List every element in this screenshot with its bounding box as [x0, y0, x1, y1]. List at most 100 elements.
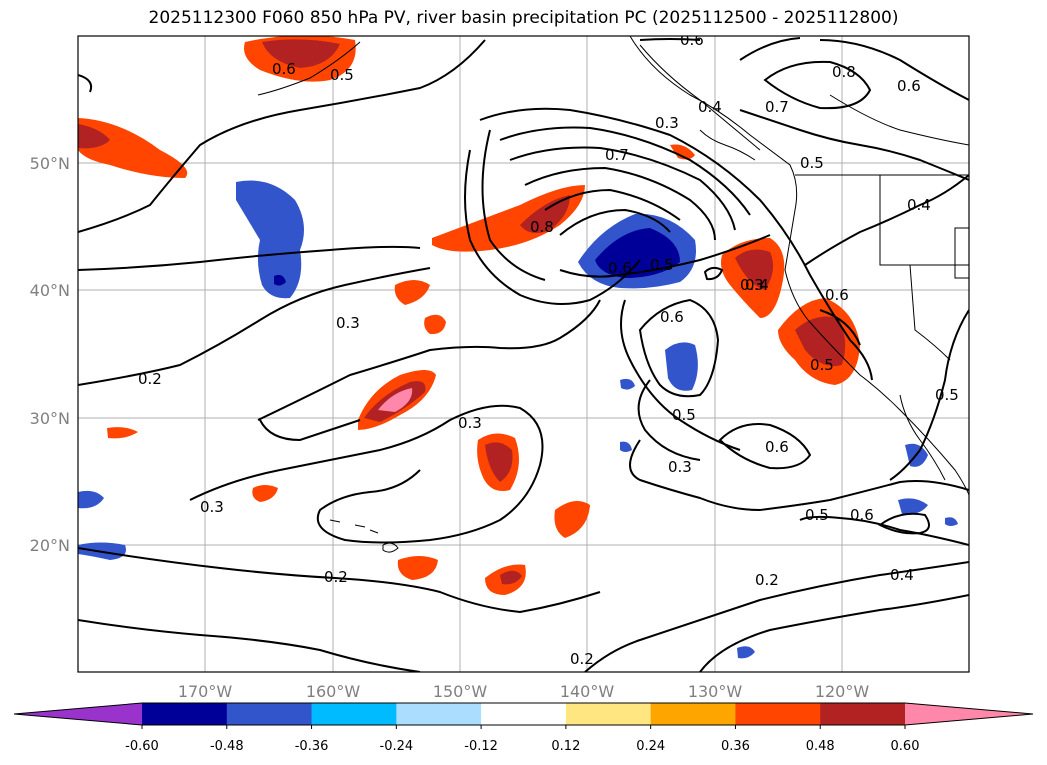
colorbar-tick-label: -0.12	[464, 739, 498, 754]
contour-label: 0.4	[698, 98, 722, 116]
lon-tick-label: 120°W	[815, 682, 870, 701]
contour-label: 0.8	[530, 218, 554, 236]
contour-label: 0.2	[570, 650, 594, 668]
negative-anomaly	[665, 342, 698, 391]
contour-label: 0.2	[138, 370, 162, 388]
positive-anomaly	[432, 185, 585, 252]
contour-label: 0.5	[650, 256, 674, 274]
contour-label: 0.6	[680, 31, 704, 49]
contour-label: 0.3	[668, 458, 692, 476]
lon-tick-label: 140°W	[560, 682, 615, 701]
positive-anomaly	[670, 144, 695, 160]
contour-label: 0.6	[608, 259, 632, 277]
negative-anomaly	[595, 228, 680, 278]
lon-tick-label: 130°W	[688, 682, 743, 701]
colorbar-segment	[735, 703, 821, 725]
contour-label: 0.3	[740, 276, 764, 294]
colorbar-tick-label: 0.24	[636, 739, 665, 754]
positive-anomaly	[378, 388, 413, 412]
lat-tick-label: 50°N	[30, 154, 70, 173]
colorbar-segment	[142, 703, 228, 725]
contour-labels: 0.6 0.5 0.8 0.7 0.6 0.3 0.4 0.5 0.7 0.8 …	[138, 31, 959, 668]
positive-anomaly	[107, 427, 138, 439]
contour-label: 0.6	[825, 286, 849, 304]
colorbar-segment	[565, 703, 652, 725]
lon-tick-label: 160°W	[306, 682, 361, 701]
colorbar-tick-label: -0.48	[210, 739, 244, 754]
positive-anomaly	[735, 249, 774, 290]
positive-anomaly	[485, 442, 513, 482]
colorbar-extend-max	[905, 703, 1033, 725]
lon-tick-labels: 170°W 160°W 150°W 140°W 130°W 120°W	[178, 682, 870, 701]
positive-anomaly	[78, 118, 188, 178]
colorbar-tick-label: 0.48	[806, 739, 835, 754]
contour-label: 0.2	[324, 568, 348, 586]
negative-anomaly	[620, 441, 632, 452]
contour-label: 0.5	[800, 154, 824, 172]
positive-anomaly	[78, 124, 110, 149]
contour-label: 0.6	[897, 77, 921, 95]
contour-label: 0.5	[935, 386, 959, 404]
positive-anomaly	[397, 556, 438, 580]
contour-label: 0.8	[832, 63, 856, 81]
lon-tick-label: 150°W	[433, 682, 488, 701]
contour-label: 0.4	[745, 276, 769, 294]
contour-label: 0.4	[907, 196, 931, 214]
contour-label: 0.5	[672, 406, 696, 424]
negative-anomaly	[274, 274, 286, 286]
positive-anomaly	[394, 280, 430, 305]
pv-contours	[78, 37, 969, 672]
colorbar-segment	[650, 703, 736, 725]
lat-tick-label: 20°N	[30, 536, 70, 555]
contour-label: 0.5	[805, 506, 829, 524]
colorbar-tick-label: 0.60	[891, 739, 920, 754]
colorbar-tick-label: -0.36	[295, 739, 329, 754]
positive-anomaly	[252, 485, 278, 502]
colorbar: -0.60 -0.48 -0.36 -0.24 -0.12 0.12 0.24 0.36 0.4…	[13, 702, 1034, 754]
negative-anomaly	[737, 646, 755, 659]
colorbar-tick-label: -0.60	[125, 739, 159, 754]
contour-label: 0.2	[755, 571, 779, 589]
contour-label: 0.6	[272, 60, 296, 78]
contour-label: 0.5	[330, 66, 354, 84]
positive-anomaly	[795, 316, 846, 366]
contour-label: 0.7	[605, 146, 629, 164]
coastlines	[257, 36, 969, 553]
contour-label: 0.3	[336, 314, 360, 332]
negative-anomaly	[898, 498, 928, 515]
positive-anomaly	[424, 314, 446, 335]
negative-anomaly	[620, 378, 635, 390]
negative-anomaly	[945, 517, 958, 526]
lon-tick-label: 170°W	[178, 682, 233, 701]
map-frame	[77, 35, 970, 673]
contour-label: 0.6	[850, 506, 874, 524]
precipitation-shading	[78, 36, 958, 659]
contour-label: 0.6	[765, 438, 789, 456]
lat-tick-label: 30°N	[30, 409, 70, 428]
contour-label: 0.5	[810, 356, 834, 374]
colorbar-segment	[481, 703, 567, 725]
contour-label: 0.3	[655, 114, 679, 132]
lat-tick-labels: 50°N 40°N 30°N 20°N	[30, 154, 70, 555]
colorbar-segment	[396, 703, 482, 725]
colorbar-tick-label: -0.24	[380, 739, 414, 754]
positive-anomaly	[554, 501, 590, 538]
positive-anomaly	[262, 39, 340, 68]
colorbar-outline	[13, 702, 1034, 726]
contour-label: 0.4	[890, 566, 914, 584]
colorbar-extend-min	[14, 703, 142, 725]
contour-label: 0.3	[458, 414, 482, 432]
contour-label: 0.6	[660, 308, 684, 326]
colorbar-segment	[820, 703, 906, 725]
colorbar-tick-label: 0.36	[721, 739, 750, 754]
colorbar-tick-label: 0.12	[551, 739, 580, 754]
contour-label: 0.3	[200, 498, 224, 516]
negative-anomaly	[78, 490, 104, 509]
contour-label: 0.7	[765, 98, 789, 116]
positive-anomaly	[520, 195, 570, 234]
colorbar-segment	[226, 703, 313, 725]
positive-anomaly	[500, 570, 522, 585]
negative-anomaly	[236, 180, 304, 299]
map-title: 2025112300 F060 850 hPa PV, river basin …	[148, 8, 899, 28]
